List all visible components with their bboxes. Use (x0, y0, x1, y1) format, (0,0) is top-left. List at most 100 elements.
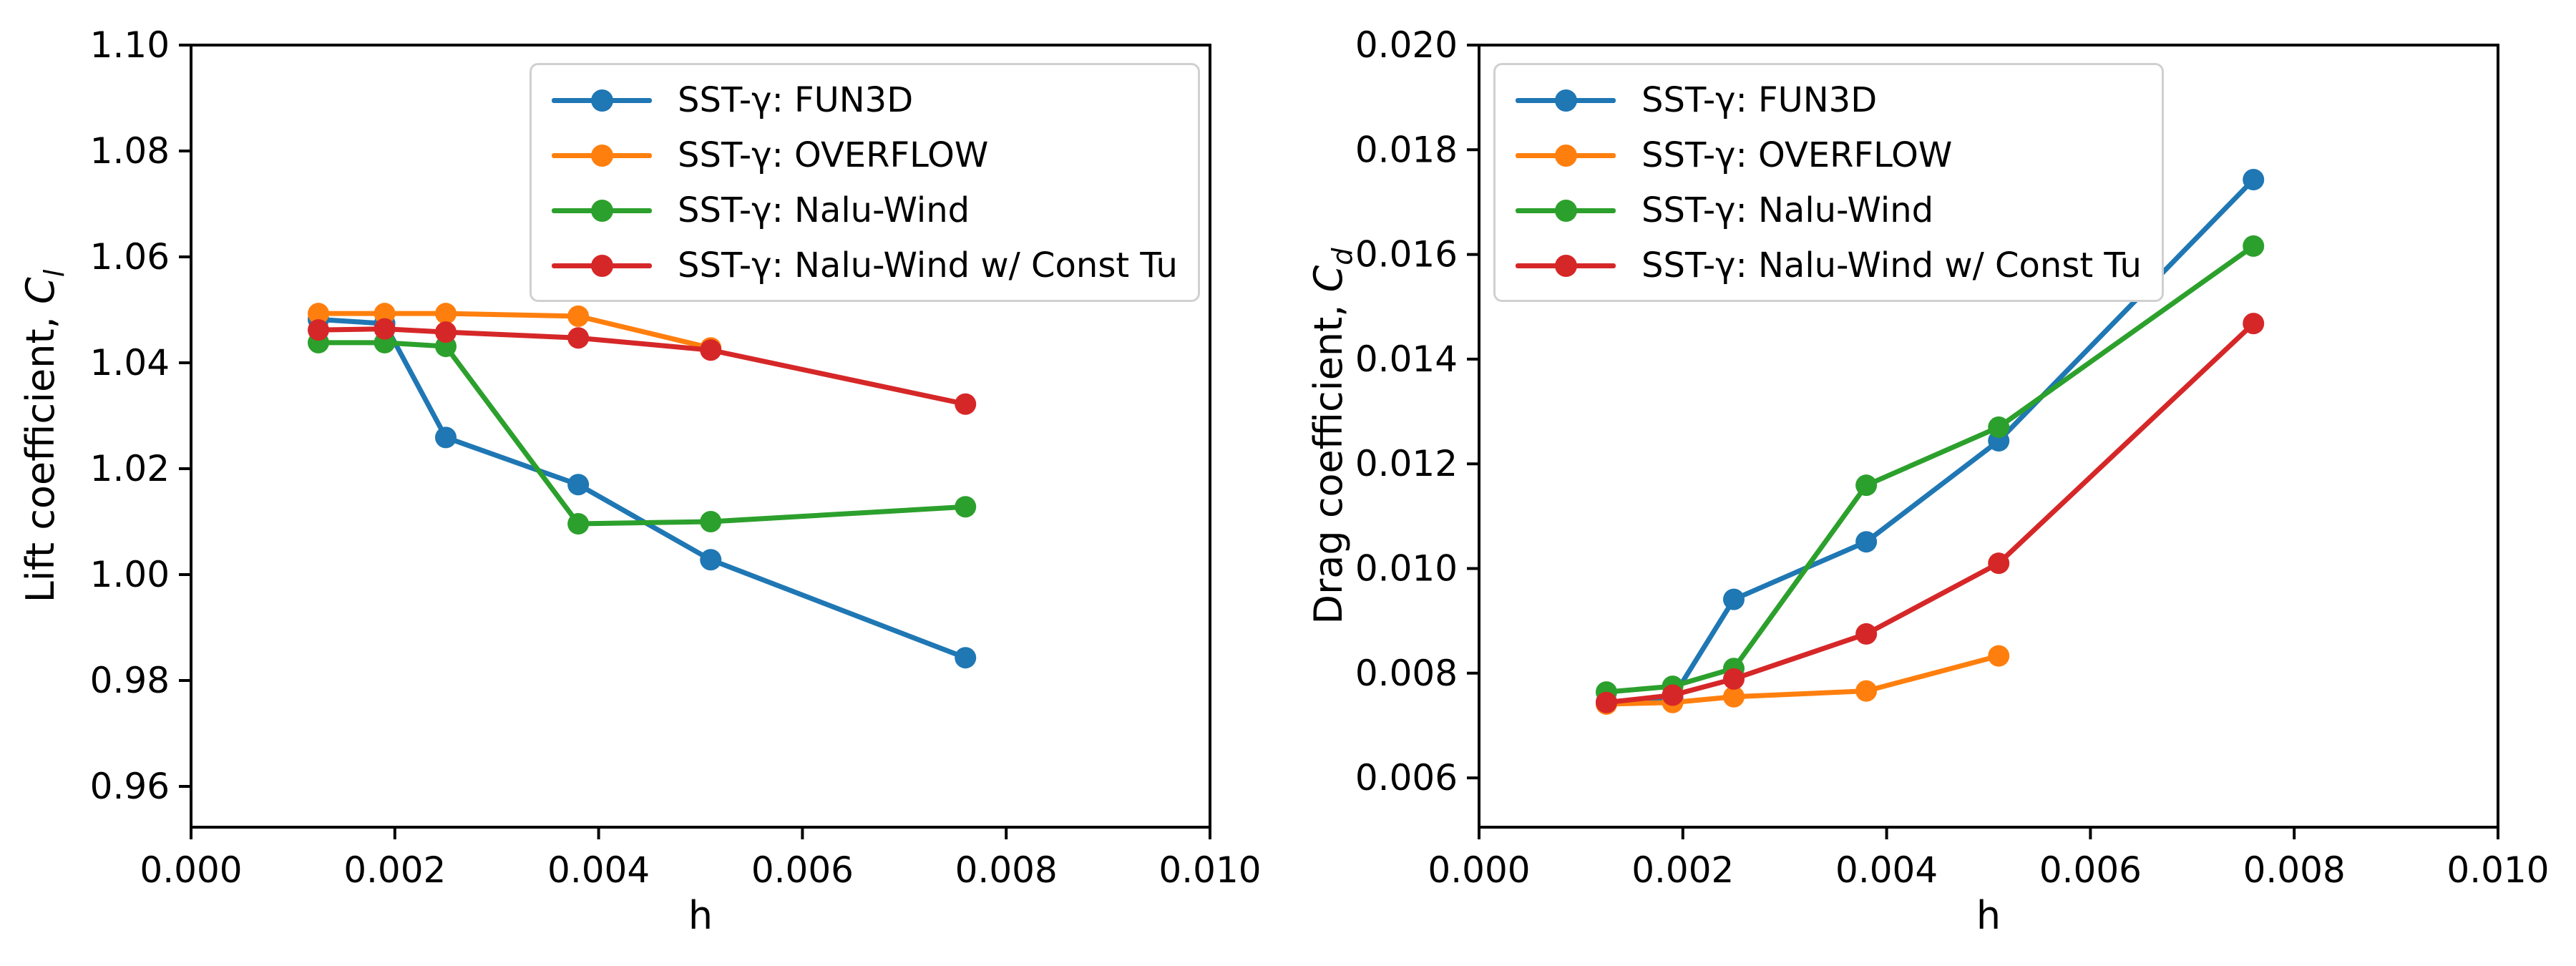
x-tick-label: 0.002 (1631, 849, 1734, 891)
y-tick-label: 1.04 (90, 342, 170, 384)
legend-sample-line-icon (552, 248, 652, 283)
x-tick-label: 0.004 (547, 849, 650, 891)
legend-label: SST-γ: Nalu-Wind w/ Const Tu (678, 245, 1178, 286)
x-tick-label: 0.000 (140, 849, 242, 891)
lift-coefficient-chart: 0.000 0.002 0.004 0.006 0.008 0.010 0.96 0.98 1.… (18, 24, 1262, 938)
legend-sample-line-icon (1516, 138, 1616, 172)
legend-marker-icon (1555, 144, 1577, 167)
data-point-marker (308, 319, 329, 341)
data-point-marker (1723, 686, 1745, 708)
x-tick-label: 0.004 (1835, 849, 1938, 891)
legend-item: SST-γ: FUN3D (1516, 72, 2142, 127)
data-point-marker (435, 321, 457, 343)
y-tick-label: 0.98 (90, 660, 170, 701)
data-point-marker (2243, 313, 2265, 335)
data-point-marker (1855, 531, 1878, 553)
data-point-marker (955, 647, 977, 669)
legend-sample-line-icon (1516, 83, 1616, 117)
series-line (316, 326, 968, 407)
data-point-marker (567, 474, 590, 496)
legend-label: SST-γ: Nalu-Wind w/ Const Tu (1641, 245, 2142, 286)
data-point-marker (308, 303, 329, 325)
legend-label: SST-γ: Nalu-Wind (1641, 190, 1934, 230)
legend-item: SST-γ: Nalu-Wind w/ Const Tu (1516, 238, 2142, 293)
series-line (1604, 321, 2256, 706)
legend-label: SST-γ: OVERFLOW (1641, 135, 1953, 175)
data-point-marker (435, 426, 457, 449)
y-tick-label: 0.014 (1355, 338, 1458, 380)
legend-sample-line-icon (552, 138, 652, 172)
data-point-marker (1723, 668, 1745, 690)
legend: SST-γ: FUN3D SST-γ: OVERFLOW SST-γ: Nalu-W… (530, 63, 1200, 302)
data-point-marker (1855, 474, 1878, 497)
legend-marker-icon (591, 89, 613, 112)
y-tick-label: 1.06 (90, 236, 170, 278)
x-tick-label: 0.008 (2243, 849, 2346, 891)
data-point-marker (1988, 416, 2010, 438)
legend-item: SST-γ: OVERFLOW (1516, 127, 2142, 182)
data-point-marker (567, 512, 590, 535)
y-tick-label: 0.010 (1355, 547, 1458, 589)
legend-item: SST-γ: Nalu-Wind (552, 182, 1178, 238)
x-tick-label: 0.000 (1428, 849, 1530, 891)
y-tick-label: 0.018 (1355, 129, 1458, 170)
data-point-marker (1855, 680, 1878, 702)
data-point-marker (700, 339, 722, 361)
legend-sample-line-icon (552, 83, 652, 117)
y-tick-label: 0.020 (1355, 24, 1458, 66)
y-tick-label: 1.08 (90, 130, 170, 172)
x-tick-label: 0.008 (955, 849, 1058, 891)
series-line (316, 316, 968, 660)
data-point-marker (1662, 684, 1684, 706)
data-point-marker (2243, 235, 2265, 257)
drag-coefficient-chart: 0.000 0.002 0.004 0.006 0.008 0.010 0.006 0.008… (1288, 0, 2576, 966)
series-line (1604, 243, 2256, 695)
x-axis-label: h (688, 893, 713, 938)
x-tick-label: 0.006 (751, 849, 854, 891)
legend-marker-icon (1555, 199, 1577, 222)
series-line (316, 340, 968, 527)
y-tick-label: 0.008 (1355, 653, 1458, 694)
data-point-marker (2243, 168, 2265, 190)
data-point-marker (1855, 623, 1878, 645)
y-tick-label: 1.10 (90, 24, 170, 66)
lift-coefficient-chart-canvas: 0.000 0.002 0.004 0.006 0.008 0.010 0.96 0.98 1.… (18, 24, 1262, 938)
legend-label: SST-γ: Nalu-Wind (678, 190, 970, 230)
y-tick-label: 1.02 (90, 448, 170, 489)
x-tick-label: 0.002 (343, 849, 446, 891)
data-point-marker (374, 318, 396, 340)
data-point-marker (955, 393, 977, 415)
data-point-marker (374, 303, 396, 325)
legend: SST-γ: FUN3D SST-γ: OVERFLOW SST-γ: Nalu-W… (1493, 63, 2164, 302)
legend-item: SST-γ: Nalu-Wind w/ Const Tu (552, 238, 1178, 293)
data-point-marker (567, 305, 590, 327)
legend-label: SST-γ: FUN3D (1641, 79, 1878, 120)
data-point-marker (1723, 588, 1745, 610)
plot-border (190, 44, 1211, 829)
drag-coefficient-chart-canvas: 0.000 0.002 0.004 0.006 0.008 0.010 0.006 0.008… (1306, 24, 2550, 938)
legend-item: SST-γ: Nalu-Wind (1516, 182, 2142, 238)
plot-border (1478, 44, 2499, 829)
data-point-marker (1988, 552, 2010, 575)
y-axis-label: Lift coefficient, Cl (18, 269, 70, 602)
legend-sample-line-icon (552, 193, 652, 228)
legend-label: SST-γ: FUN3D (678, 79, 914, 120)
legend-marker-icon (591, 199, 613, 222)
legend-item: SST-γ: OVERFLOW (552, 127, 1178, 182)
y-tick-label: 0.012 (1355, 443, 1458, 484)
data-point-marker (567, 327, 590, 349)
y-tick-label: 0.96 (90, 766, 170, 807)
data-point-marker (435, 303, 457, 325)
legend-marker-icon (591, 144, 613, 167)
legend-sample-line-icon (1516, 248, 1616, 283)
data-point-marker (700, 511, 722, 533)
y-tick-label: 0.016 (1355, 234, 1458, 275)
legend-marker-icon (1555, 254, 1577, 277)
legend-marker-icon (591, 254, 613, 277)
legend-item: SST-γ: FUN3D (552, 72, 1178, 127)
y-axis-label: Drag coefficient, Cd (1306, 248, 1358, 625)
data-point-marker (1596, 691, 1617, 713)
x-tick-label: 0.010 (2446, 849, 2549, 891)
legend-marker-icon (1555, 89, 1577, 112)
